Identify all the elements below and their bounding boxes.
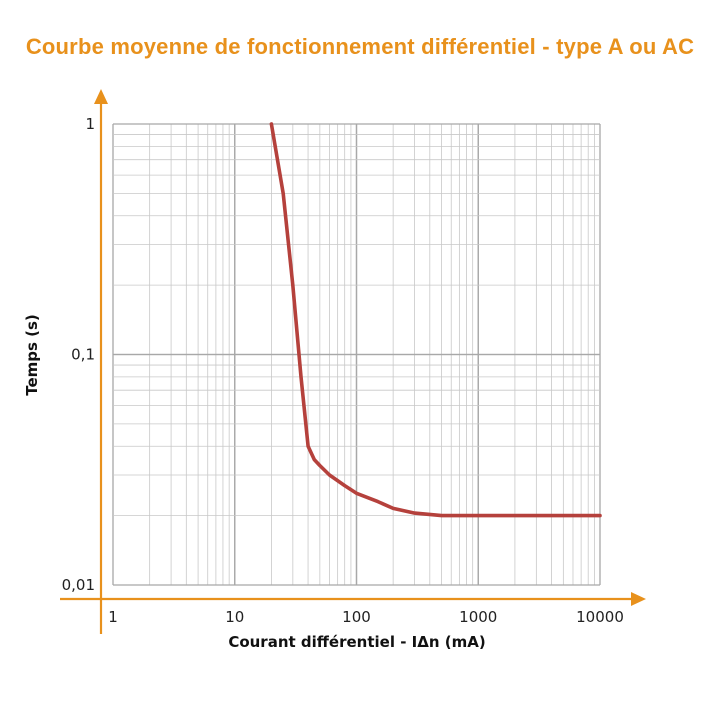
- series-line: [269, 122, 602, 518]
- y-axis-title: Temps (s): [23, 314, 41, 396]
- x-tick-label: 100: [342, 608, 371, 626]
- y-tick-label: 0,01: [62, 576, 95, 594]
- x-tick-label: 1000: [459, 608, 497, 626]
- grid: [112, 123, 601, 586]
- series: [269, 122, 602, 518]
- chart-title: Courbe moyenne de fonctionnement différe…: [25, 34, 695, 59]
- x-axis-title: Courant différentiel - IΔn (mA): [228, 633, 485, 651]
- y-tick-label: 0,1: [71, 346, 95, 364]
- axes: [60, 89, 646, 634]
- y-tick-label: 1: [85, 115, 95, 133]
- x-axis-arrow-icon: [631, 592, 646, 606]
- x-tick-label: 10: [225, 608, 244, 626]
- tick-labels: 1 10 100 1000 10000 1 0,1 0,01: [62, 115, 624, 626]
- x-tick-label: 10000: [576, 608, 624, 626]
- x-tick-label: 1: [108, 608, 118, 626]
- y-axis-arrow-icon: [94, 89, 108, 104]
